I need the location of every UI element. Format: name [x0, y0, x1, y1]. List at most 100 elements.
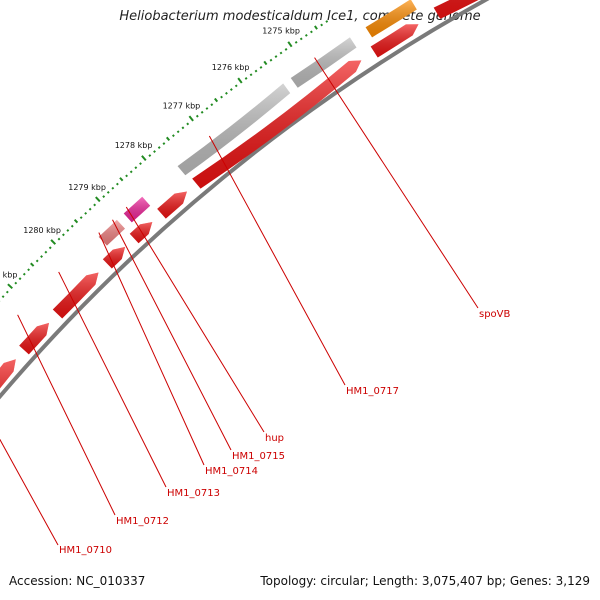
gene-label: HM1_0715 [232, 451, 285, 462]
scale-tick [294, 40, 298, 44]
scale-tick [188, 115, 194, 122]
gene-label: hup [265, 433, 284, 444]
scale-tick [237, 77, 243, 84]
scale-tick [210, 103, 214, 107]
gene-label: HM1_0710 [59, 545, 112, 556]
scale-tick [5, 290, 9, 294]
scale-tick [314, 25, 318, 30]
scale-tick [125, 174, 129, 178]
scale-tick [115, 182, 119, 186]
scale-tick [1, 295, 5, 299]
label-leader-line [125, 206, 265, 433]
scale-tick [195, 114, 199, 118]
genome-summary-text: Topology: circular; Length: 3,075,407 bp… [260, 574, 590, 588]
scale-tick [269, 58, 273, 62]
scale-tick [320, 23, 324, 27]
label-leader-line [112, 219, 232, 451]
scale-tick [310, 30, 313, 34]
scale-tick [106, 190, 110, 194]
scale-tick [7, 283, 13, 290]
scale-tick [70, 224, 74, 228]
scale-tick [153, 150, 156, 153]
label-leader-line [17, 314, 116, 516]
gene-label: spoVB [479, 309, 511, 320]
scale-label: 1277 kbp [163, 101, 201, 110]
genome-backbone [0, 0, 490, 400]
scale-tick [304, 33, 308, 37]
reverse-gene-3-shade [290, 37, 357, 88]
label-leader-line [314, 57, 479, 309]
forward-gene-8-shade [19, 322, 50, 355]
forward-gene-1-shade [433, 0, 479, 19]
label-leader-line [208, 135, 346, 386]
scale-tick [165, 136, 171, 142]
scale-tick [274, 55, 278, 58]
scale-tick [14, 281, 18, 285]
forward-gene-4-shade [157, 191, 187, 219]
scale-tick [95, 196, 101, 203]
scale-tick [119, 177, 124, 182]
scale-label: 1279 kbp [68, 183, 106, 192]
reverse-gene-4-shade [177, 83, 291, 176]
scale-tick [66, 229, 70, 232]
scale-tick [129, 170, 133, 174]
scale-tick [84, 211, 88, 215]
scale-tick [259, 66, 263, 69]
scale-tick [229, 88, 233, 91]
scale-tick [186, 122, 190, 126]
forward-gene-3-shade [192, 60, 362, 189]
scale-tick [244, 77, 248, 80]
scale-tick [79, 216, 83, 220]
scale-tick [263, 60, 268, 66]
scale-tick [176, 130, 180, 134]
label-leader-line [0, 438, 59, 546]
scale-label: 1281 kbp [0, 271, 17, 280]
scale-tick [27, 268, 31, 272]
scale-tick [254, 69, 258, 73]
forward-gene-6-shade [102, 246, 126, 269]
scale-label: 1276 kbp [212, 63, 250, 72]
scale-tick [62, 233, 65, 237]
scale-tick [171, 134, 175, 138]
label-leader-line [58, 271, 167, 488]
scale-tick [18, 277, 22, 281]
scale-tick [325, 20, 329, 23]
scale-tick [234, 84, 238, 88]
scale-tick [73, 219, 79, 224]
scale-tick [279, 51, 283, 55]
scale-label: 1275 kbp [262, 26, 300, 35]
scale-tick [220, 95, 223, 99]
scale-tick [225, 91, 228, 95]
scale-tick [284, 48, 288, 51]
scale-tick [200, 110, 204, 114]
scale-tick [111, 186, 115, 190]
reverse-gene-2-shade [365, 0, 417, 38]
scale-tick [48, 246, 52, 250]
scale-tick [88, 207, 92, 211]
forward-gene-9-shade [0, 359, 16, 389]
forward-gene-7-shade [52, 272, 99, 319]
scale-tick [102, 195, 106, 198]
scale-tick [50, 239, 57, 245]
gene-label: HM1_0714 [205, 466, 258, 477]
reverse-gene-6-shade [98, 219, 125, 246]
scale-tick [162, 142, 166, 145]
accession-text: Accession: NC_010337 [9, 574, 146, 588]
scale-tick [205, 107, 209, 110]
gene-label: HM1_0717 [346, 386, 399, 397]
scale-tick [35, 259, 39, 263]
scale-tick [287, 41, 293, 48]
scale-tick [93, 203, 97, 207]
scale-tick [157, 146, 161, 149]
forward-gene-2-shade [370, 24, 419, 58]
gene-label: HM1_0713 [167, 488, 220, 499]
scale-tick [134, 166, 138, 170]
scale-label: 1278 kbp [115, 141, 153, 150]
gene-label: HM1_0712 [116, 516, 169, 527]
reverse-gene-5-shade [123, 196, 151, 223]
forward-gene-5-shade [129, 221, 153, 244]
label-leader-line [98, 232, 205, 466]
scale-tick [148, 154, 152, 157]
